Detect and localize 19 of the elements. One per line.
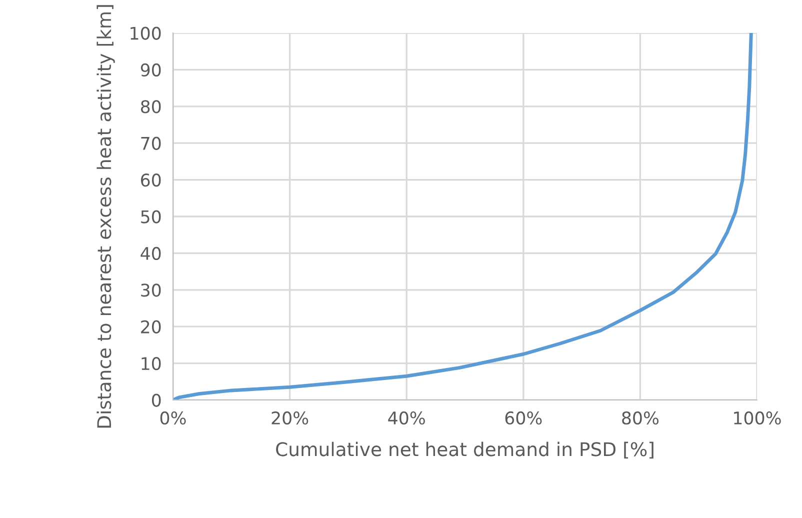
y-axis-title: Distance to nearest excess heat activity [km] [96, 5, 115, 428]
y-tick-label: 90 [140, 63, 161, 77]
y-tick-label: 70 [141, 136, 161, 150]
y-tick-label: 20 [141, 320, 161, 334]
x-tick-label: 100% [734, 411, 781, 425]
y-tick-label: 100 [130, 26, 161, 40]
y-tick-label: 60 [141, 174, 161, 187]
y-tick-label: 0 [152, 394, 161, 407]
x-axis-title: Cumulative net heat demand in PSD [%] [276, 442, 654, 459]
y-tick-label: 10 [142, 357, 161, 370]
x-tick-label: 40% [388, 411, 425, 425]
y-tick-label: 30 [141, 284, 161, 297]
x-tick-label: 60% [505, 411, 542, 425]
y-tick-label: 80 [140, 100, 161, 114]
x-tick-label: 0% [160, 411, 186, 425]
x-tick-label: 20% [272, 411, 308, 425]
x-tick-label: 80% [622, 411, 659, 425]
y-tick-label: 50 [141, 210, 161, 224]
y-tick-label: 40 [140, 246, 161, 260]
